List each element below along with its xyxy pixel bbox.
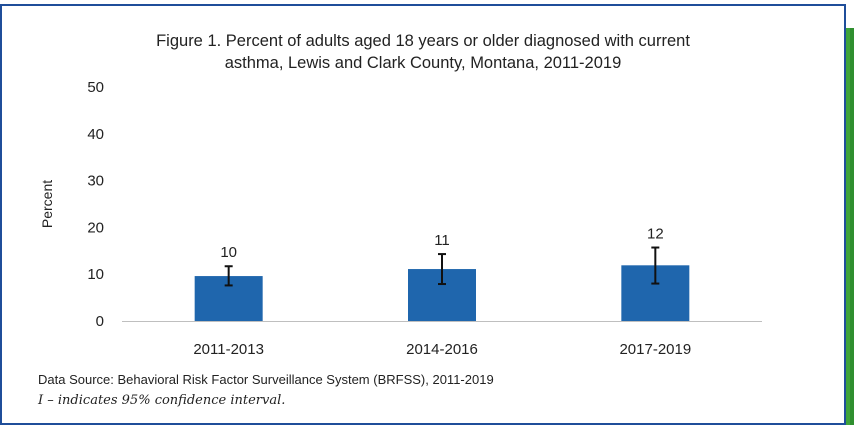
y-tick-label: 40 [87,126,104,143]
y-tick-labels: 0 10 20 30 40 50 [87,79,104,330]
x-tick-label: 2014-2016 [406,341,478,358]
side-accent-bar-inner [850,28,854,425]
data-labels: 10 11 12 [220,226,663,262]
y-tick-label: 10 [87,266,104,283]
data-source-note: Data Source: Behavioral Risk Factor Surv… [38,372,494,387]
data-label: 12 [647,226,664,243]
y-tick-label: 50 [87,79,104,96]
error-bar [224,265,233,287]
y-tick-label: 0 [96,313,104,330]
y-tick-label: 20 [87,219,104,236]
chart-title-line-1: Figure 1. Percent of adults aged 18 year… [156,32,690,50]
figure-frame [0,4,846,425]
confidence-interval-note: I – indicates 95% confidence interval. [38,393,286,408]
error-bar [438,253,446,286]
x-tick-label: 2011-2013 [193,341,264,358]
chart-title-line-2: asthma, Lewis and Clark County, Montana,… [224,54,622,72]
chart-title: Figure 1. Percent of adults aged 18 year… [0,30,846,74]
y-tick-label: 30 [87,173,104,190]
x-tick-label: 2017-2019 [619,341,691,358]
data-label: 11 [434,232,450,249]
data-label: 10 [220,244,237,261]
y-axis-label: Percent [39,180,55,228]
error-bars [224,246,660,287]
error-bar [651,246,660,285]
x-tick-labels: 2011-2013 2014-2016 2017-2019 [193,341,691,358]
